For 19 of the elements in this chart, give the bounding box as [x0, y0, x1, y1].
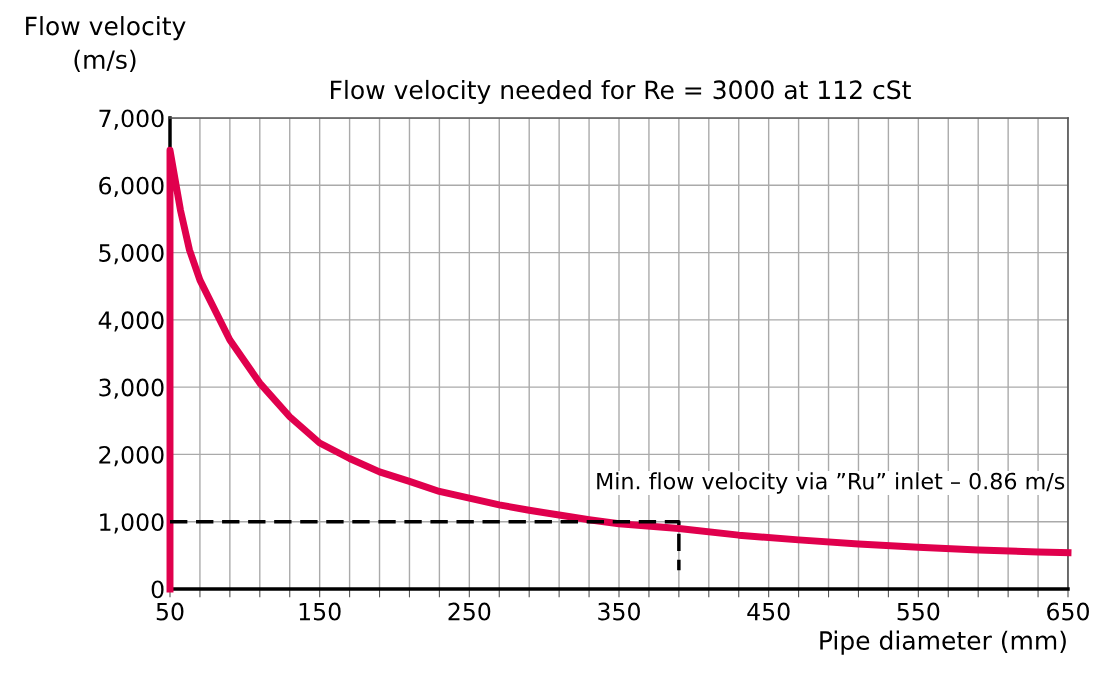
y-tick-label: 4,000 [98, 311, 164, 332]
y-tick-label: 3,000 [99, 378, 164, 399]
y-axis-title: Flow velocity (m/s) [26, 16, 186, 73]
x-tick-label: 350 [598, 602, 640, 621]
y-tick-label: 7,000 [99, 109, 164, 130]
x-tick-label: 450 [747, 602, 790, 621]
y-tick-label: 2,000 [99, 445, 164, 467]
x-axis-title: Pipe diameter (mm) [820, 630, 1066, 655]
y-tick-label: 6,000 [99, 176, 164, 197]
y-tick-label: 5,000 [99, 244, 164, 265]
x-tick-label: 550 [897, 602, 940, 621]
chart-title: Flow velocity needed for Re = 3000 at 112 cSt [331, 79, 911, 105]
y-tick-label: 1,000 [100, 513, 164, 534]
annotation: Min. flow velocity via ”Ru” inlet – 0.86 m/s [597, 472, 1065, 494]
x-tick-label: 50 [156, 602, 184, 621]
x-tick-label: 650 [1047, 602, 1089, 621]
x-tick-label: 150 [299, 602, 341, 621]
y-tick-label: 0 [151, 580, 164, 599]
x-tick-label: 250 [448, 602, 491, 621]
